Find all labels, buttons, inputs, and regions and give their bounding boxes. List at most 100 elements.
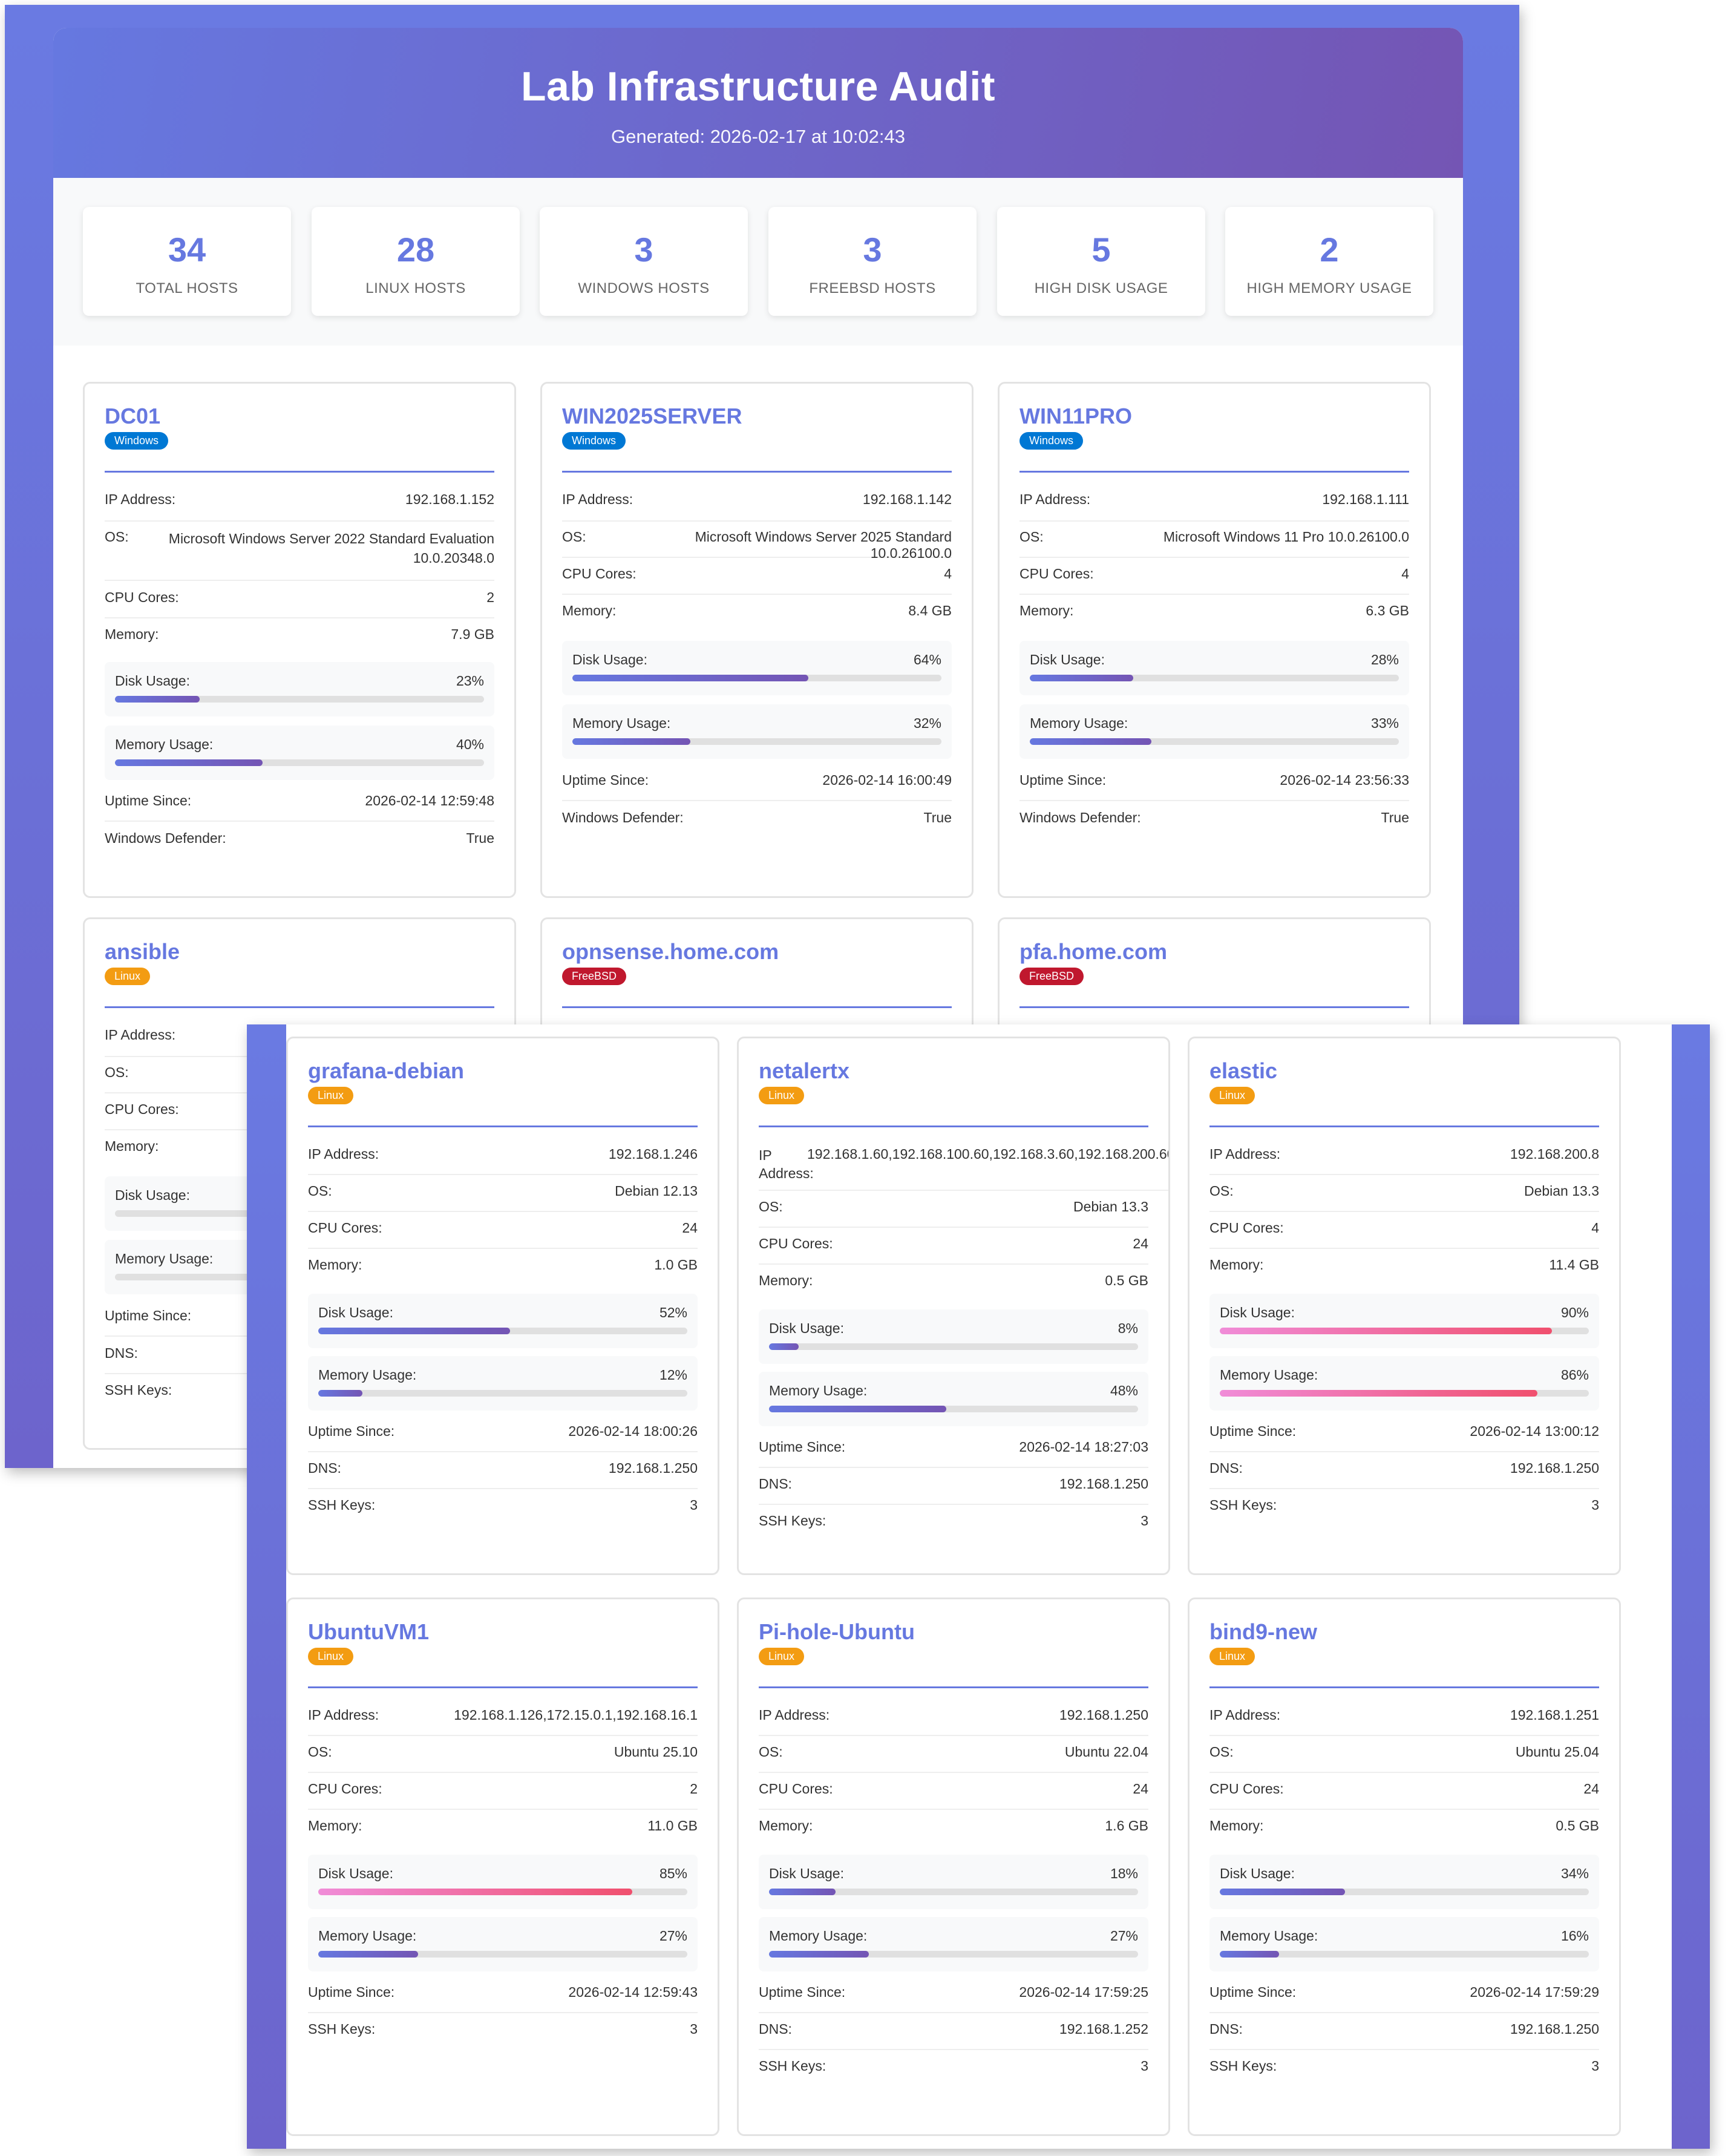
row-label: CPU Cores: xyxy=(759,1236,833,1251)
row-label: Windows Defender: xyxy=(105,830,226,846)
stat-freebsd-hosts: 3 FREEBSD HOSTS xyxy=(768,207,977,316)
usage-bar xyxy=(769,1406,1138,1412)
usage-bar-fill xyxy=(318,1889,632,1895)
row-ip: IP Address: 192.168.1.152 xyxy=(105,491,494,522)
usage-bar-fill xyxy=(1030,738,1152,745)
row-value: 2 xyxy=(690,1781,698,1797)
row-value: 192.168.1.250 xyxy=(1510,1460,1599,1476)
row-value: 1.0 GB xyxy=(654,1257,698,1273)
row-label: CPU Cores: xyxy=(308,1220,382,1236)
usage-bar xyxy=(769,1343,1138,1350)
card-header: ansible Linux xyxy=(105,940,494,1008)
row-os: OS: Ubuntu 25.04 xyxy=(1209,1744,1599,1773)
row-label: DNS: xyxy=(105,1345,138,1361)
stat-value: 5 xyxy=(1091,231,1111,269)
row-cpu: CPU Cores: 4 xyxy=(562,566,952,595)
row-value: 192.168.1.152 xyxy=(405,491,494,507)
platform-badge: FreeBSD xyxy=(1019,968,1084,985)
row-value: 192.168.1.250 xyxy=(608,1460,698,1476)
row-value: 3 xyxy=(1141,1513,1148,1529)
row-value: 3 xyxy=(1591,2058,1599,2074)
host-card-elastic: elastic Linux IP Address: 192.168.200.8 O… xyxy=(1188,1037,1621,1575)
usage-bar-fill xyxy=(769,1951,869,1958)
usage-value: 85% xyxy=(659,1866,687,1881)
platform-badge: Windows xyxy=(105,432,169,450)
memory-usage-meter: Memory Usage: 16% xyxy=(1209,1917,1599,1971)
stat-high-disk: 5 HIGH DISK USAGE xyxy=(997,207,1205,316)
usage-value: 28% xyxy=(1370,652,1399,667)
row-label: SSH Keys: xyxy=(308,2021,376,2037)
row-label: DNS: xyxy=(1209,2021,1243,2037)
card-header: Pi-hole-Ubuntu Linux xyxy=(759,1620,1148,1688)
row-label: OS: xyxy=(1209,1183,1234,1199)
usage-value: 90% xyxy=(1560,1305,1589,1320)
row-cpu: CPU Cores: 24 xyxy=(308,1220,698,1249)
row-label: Memory: xyxy=(759,1273,813,1288)
row-label: IP Address: xyxy=(759,1707,830,1723)
host-card-win2025server: WIN2025SERVER Windows IP Address: 192.168… xyxy=(540,382,974,898)
row-value: 24 xyxy=(1583,1781,1599,1797)
memory-usage-meter: Memory Usage: 86% xyxy=(1209,1356,1599,1411)
row-memory: Memory: 6.3 GB xyxy=(1019,603,1409,627)
row-value: 4 xyxy=(1401,566,1409,582)
row-value: 3 xyxy=(1141,2058,1148,2074)
row-label: CPU Cores: xyxy=(308,1781,382,1797)
row-value: 8.4 GB xyxy=(908,603,952,618)
row-value: Debian 12.13 xyxy=(615,1183,698,1199)
row-uptime: Uptime Since: 2026-02-14 16:00:49 xyxy=(562,772,952,801)
card-header: elastic Linux xyxy=(1209,1059,1599,1127)
row-label: IP Address: xyxy=(105,1027,176,1043)
row-defender: Windows Defender: True xyxy=(562,810,952,834)
row-uptime: Uptime Since: 2026-02-14 12:59:43 xyxy=(308,1984,698,2013)
disk-usage-meter: Disk Usage: 52% xyxy=(308,1294,698,1348)
usage-label: Memory Usage: xyxy=(769,1383,868,1398)
row-memory: Memory: 11.4 GB xyxy=(1209,1257,1599,1281)
stat-total-hosts: 34 TOTAL HOSTS xyxy=(83,207,291,316)
row-cpu: CPU Cores: 2 xyxy=(308,1781,698,1810)
stat-value: 2 xyxy=(1320,231,1339,269)
stat-label: FREEBSD HOSTS xyxy=(809,280,936,297)
host-name: bind9-new xyxy=(1209,1619,1317,1644)
card-header: DC01 Windows xyxy=(105,404,494,473)
stat-value: 3 xyxy=(863,231,882,269)
card-header: bind9-new Linux xyxy=(1209,1620,1599,1688)
host-card-dc01: DC01 Windows IP Address: 192.168.1.152 OS… xyxy=(83,382,516,898)
row-os: OS: Debian 13.3 xyxy=(759,1199,1148,1228)
row-label: IP Address: xyxy=(105,491,176,507)
host-card-ubuntuvm1: UbuntuVM1 Linux IP Address: 192.168.1.126… xyxy=(286,1597,719,2136)
row-value: 24 xyxy=(1133,1781,1148,1797)
row-value: True xyxy=(1381,810,1409,825)
row-uptime: Uptime Since: 2026-02-14 17:59:25 xyxy=(759,1984,1148,2013)
platform-badge: Linux xyxy=(105,968,151,985)
usage-bar-fill xyxy=(1220,1951,1279,1958)
usage-value: 12% xyxy=(659,1367,687,1383)
usage-bar xyxy=(1030,675,1399,681)
row-value: 3 xyxy=(690,2021,698,2037)
row-ip: IP Address: 192.168.1.251 xyxy=(1209,1707,1599,1736)
memory-usage-meter: Memory Usage: 40% xyxy=(105,726,494,780)
row-label: DNS: xyxy=(308,1460,341,1476)
row-label: SSH Keys: xyxy=(1209,2058,1277,2074)
row-memory: Memory: xyxy=(105,1138,494,1162)
usage-bar-fill xyxy=(769,1406,946,1412)
usage-bar xyxy=(1220,1951,1589,1958)
row-ssh: SSH Keys: 3 xyxy=(1209,2058,1599,2082)
row-value: 192.168.1.250 xyxy=(1510,2021,1599,2037)
usage-value: 64% xyxy=(913,652,941,667)
row-ip: IP Address: 192.168.1.246 xyxy=(308,1146,698,1175)
stat-value: 3 xyxy=(634,231,653,269)
usage-bar-fill xyxy=(572,675,809,681)
row-memory: Memory: 1.0 GB xyxy=(308,1257,698,1281)
row-label: Memory: xyxy=(308,1257,362,1273)
row-label: SSH Keys: xyxy=(1209,1497,1277,1513)
row-dns: DNS: 192.168.1.250 xyxy=(1209,1460,1599,1489)
usage-value: 27% xyxy=(1110,1928,1138,1944)
row-value: 4 xyxy=(944,566,952,582)
usage-bar-fill xyxy=(318,1951,418,1958)
row-value: 192.168.1.142 xyxy=(862,491,952,507)
usage-bar-fill xyxy=(115,759,263,766)
row-os: OS: Microsoft Windows Server 2022 Standar… xyxy=(105,529,494,581)
row-label: Windows Defender: xyxy=(562,810,684,825)
platform-badge: Linux xyxy=(759,1087,805,1104)
usage-bar-fill xyxy=(318,1328,511,1334)
